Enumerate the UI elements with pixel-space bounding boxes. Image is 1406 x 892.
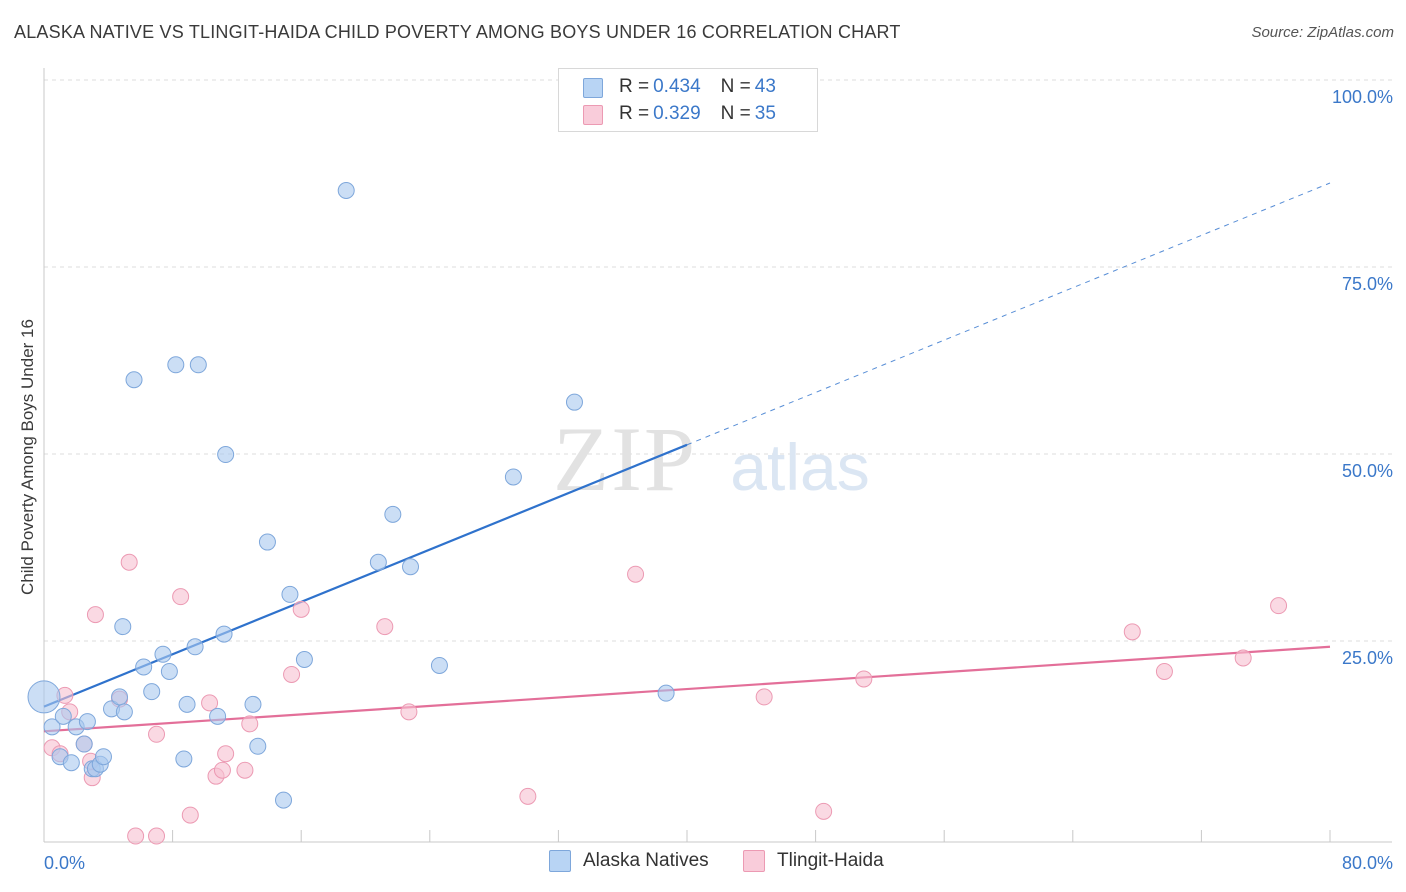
alaska-natives-point (75, 735, 93, 753)
r-label: R = (619, 103, 650, 124)
alaska-natives-point (275, 791, 293, 809)
tlingit-haida-point (755, 688, 773, 706)
stats-legend: R = 0.434 N = 43 R = 0.329 N = 35 (558, 68, 818, 132)
alaska-natives-point (160, 662, 178, 680)
n-label: N = (720, 103, 751, 124)
alaska-natives-point (114, 618, 132, 636)
alaska-natives-point (209, 707, 227, 725)
tlingit-haida-point (1234, 649, 1252, 667)
legend-label: Tlingit-Haida (777, 850, 884, 871)
gridlines (44, 79, 1392, 642)
alaska-natives-point (402, 558, 420, 576)
alaska-natives-point (167, 356, 185, 374)
alaska-natives-point (111, 688, 129, 706)
tick-labels: 100.0% 75.0% 50.0% 25.0% 0.0% 80.0% (44, 87, 1393, 873)
alaska-natives-point (62, 754, 80, 772)
alaska-natives-point (369, 553, 387, 571)
series-legend: Alaska Natives Tlingit-Haida (0, 850, 1406, 880)
y-tick-label: 25.0% (1342, 648, 1393, 668)
data-points (27, 182, 1288, 845)
tlingit-haida-point (181, 806, 199, 824)
tlingit-haida-point (400, 703, 418, 721)
tlingit-haida-point (127, 827, 145, 845)
tlingit-haida-point (241, 715, 259, 733)
alaska-natives-swatch (549, 850, 571, 872)
n-value: 35 (754, 103, 776, 124)
tlingit-haida-swatch (743, 850, 765, 872)
alaska-natives-point (244, 695, 262, 713)
alaska-natives-point (143, 683, 161, 701)
r-label: R = (619, 76, 650, 97)
alaska-natives-swatch (583, 78, 603, 98)
tlingit-haida-point (172, 588, 190, 606)
alaska-natives-point (154, 645, 172, 663)
tlingit-haida-point (1155, 662, 1173, 680)
tlingit-haida-trendline (43, 645, 1331, 733)
alaska-natives-point (115, 703, 133, 721)
tlingit-haida-point (86, 606, 104, 624)
alaska-natives-point (186, 638, 204, 656)
legend-label: Alaska Natives (583, 850, 709, 871)
tlingit-haida-point (148, 725, 166, 743)
tlingit-haida-point (855, 670, 873, 688)
alaska-natives-point (657, 684, 675, 702)
watermark-zip: ZIP (553, 408, 697, 510)
alaska-natives-point (189, 356, 207, 374)
watermark: ZIP atlas (553, 408, 870, 510)
alaska-natives-point (295, 650, 313, 668)
tlingit-haida-point (815, 802, 833, 820)
legend-item-tlingit-haida: Tlingit-Haida (743, 850, 884, 872)
tlingit-haida-point (120, 553, 138, 571)
x-tick-label-max: 80.0% (1342, 853, 1393, 873)
alaska-natives-point (178, 695, 196, 713)
alaska-natives-point (337, 182, 355, 199)
tlingit-haida-point (148, 827, 166, 845)
alaska-natives-point (94, 748, 112, 766)
tlingit-haida-point (627, 565, 645, 583)
alaska-natives-point (135, 658, 153, 676)
tlingit-haida-swatch (583, 105, 603, 125)
tlingit-haida-point (213, 761, 231, 779)
alaska-natives-point (281, 585, 299, 603)
stats-row-alaska-natives: R = 0.434 N = 43 (583, 75, 776, 99)
tlingit-haida-point (519, 787, 537, 805)
n-value: 43 (754, 76, 776, 97)
tlingit-haida-point (217, 745, 235, 763)
tlingit-haida-point (283, 665, 301, 683)
x-tick-label-min: 0.0% (44, 853, 85, 873)
alaska-natives-point (565, 393, 583, 411)
alaska-natives-point (217, 446, 235, 464)
tlingit-haida-point (376, 618, 394, 636)
source-label: Source: ZipAtlas.com (1251, 24, 1394, 41)
r-value: 0.434 (653, 76, 701, 97)
tlingit-haida-point (1270, 597, 1288, 615)
alaska-natives-point (504, 468, 522, 486)
alaska-natives-point (430, 656, 448, 674)
y-tick-label: 75.0% (1342, 274, 1393, 294)
alaska-natives-point (175, 750, 193, 768)
tlingit-haida-point (292, 600, 310, 618)
alaska-natives-point (384, 505, 402, 523)
alaska-natives-point (78, 713, 96, 731)
alaska-natives-point (125, 371, 143, 389)
tlingit-haida-point (1123, 623, 1141, 641)
n-label: N = (720, 76, 751, 97)
alaska-natives-trendline-extension (686, 182, 1331, 446)
r-value: 0.329 (653, 103, 701, 124)
alaska-natives-point (215, 625, 233, 643)
legend-item-alaska-natives: Alaska Natives (549, 850, 709, 872)
alaska-natives-point (258, 533, 276, 551)
alaska-natives-point (43, 718, 61, 736)
alaska-natives-point (249, 737, 267, 755)
watermark-atlas: atlas (730, 430, 869, 504)
y-tick-label: 50.0% (1342, 461, 1393, 481)
tlingit-haida-point (236, 761, 254, 779)
alaska-natives-point (27, 680, 61, 714)
chart-title: ALASKA NATIVE VS TLINGIT-HAIDA CHILD POV… (14, 22, 901, 42)
alaska-natives-point (54, 707, 72, 725)
tlingit-haida-point (201, 694, 219, 712)
y-tick-label: 100.0% (1332, 87, 1393, 107)
stats-row-tlingit-haida: R = 0.329 N = 35 (583, 102, 776, 126)
